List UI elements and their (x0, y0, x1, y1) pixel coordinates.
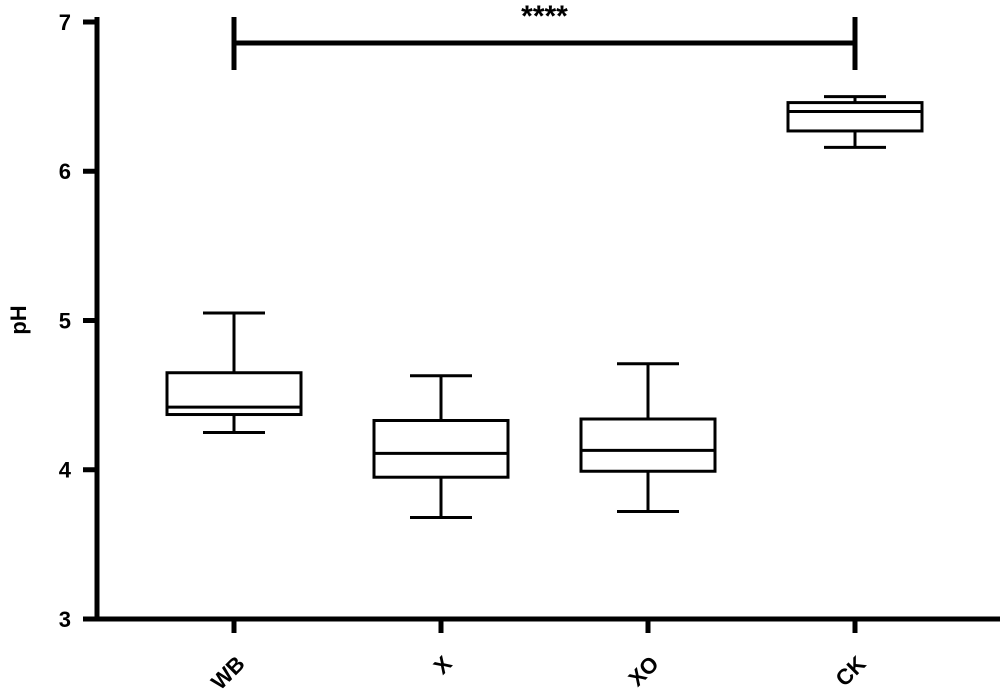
y-tick-label: 5 (59, 308, 71, 333)
y-axis-label: pH (6, 305, 31, 334)
box (579, 417, 717, 473)
x-tick-label: XO (623, 651, 663, 691)
box (372, 418, 510, 479)
y-tick-label: 3 (59, 607, 71, 632)
y-tick-label: 7 (59, 10, 71, 35)
x-tick-label: WB (206, 651, 250, 695)
significance-label: **** (521, 0, 568, 33)
x-tick-label: CK (830, 651, 870, 691)
x-tick-label: X (429, 651, 457, 679)
y-tick-label: 4 (59, 458, 72, 483)
y-tick-label: 6 (59, 159, 71, 184)
box (786, 101, 924, 133)
